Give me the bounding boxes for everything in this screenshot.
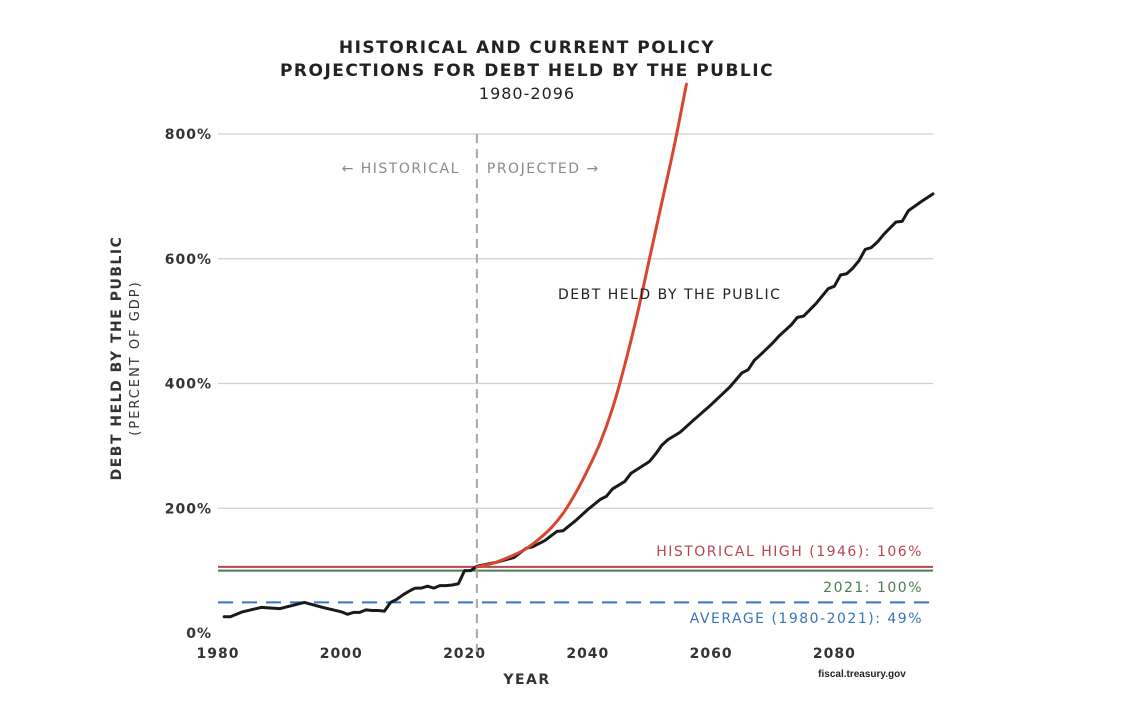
reference-lines <box>218 565 933 604</box>
x-axis-ticks: 1980 2000 2020 2040 2060 2080 <box>197 646 856 662</box>
y-tick-label: 400% <box>165 377 212 393</box>
x-tick-label: 2000 <box>320 646 363 662</box>
reference-label-0: HISTORICAL HIGH (1946): 106% <box>656 544 923 560</box>
series-lines <box>222 82 935 619</box>
historical-label: ← HISTORICAL <box>342 161 460 177</box>
source-credit: fiscal.treasury.gov <box>818 669 906 680</box>
y-tick-label: 600% <box>165 252 212 268</box>
chart-subtitle: 1980-2096 <box>479 84 575 103</box>
y-tick-label: 200% <box>165 501 212 517</box>
reference-label-1: 2021: 100% <box>823 580 923 596</box>
series-line-current-policy <box>475 82 688 569</box>
x-tick-label: 1980 <box>197 646 240 662</box>
series-line-debt-held-by-public <box>222 192 935 619</box>
series-label-debt: DEBT HELD BY THE PUBLIC <box>558 287 781 303</box>
y-axis-title: DEBT HELD BY THE PUBLIC (PERCENT OF GDP) <box>109 236 143 481</box>
x-tick-label: 2040 <box>566 646 609 662</box>
projected-label: PROJECTED → <box>487 161 600 177</box>
x-tick-label: 2080 <box>813 646 856 662</box>
reference-line-labels: HISTORICAL HIGH (1946): 106% 2021: 100% AV… <box>656 544 923 627</box>
y-axis-ticks: 0% 200% 400% 600% 800% <box>165 127 212 642</box>
y-tick-label: 0% <box>186 626 212 642</box>
reference-label-2: AVERAGE (1980-2021): 49% <box>690 611 923 627</box>
chart-title-line-2: PROJECTIONS FOR DEBT HELD BY THE PUBLIC <box>280 61 774 81</box>
gridlines <box>218 133 933 509</box>
y-axis-label: DEBT HELD BY THE PUBLIC <box>109 236 125 481</box>
y-axis-sublabel: (PERCENT OF GDP) <box>128 280 143 435</box>
chart-title-line-1: HISTORICAL AND CURRENT POLICY <box>339 38 715 58</box>
x-tick-label: 2060 <box>690 646 733 662</box>
x-tick-label: 2020 <box>443 646 486 662</box>
x-axis-label: YEAR <box>502 672 550 688</box>
y-tick-label: 800% <box>165 127 212 143</box>
